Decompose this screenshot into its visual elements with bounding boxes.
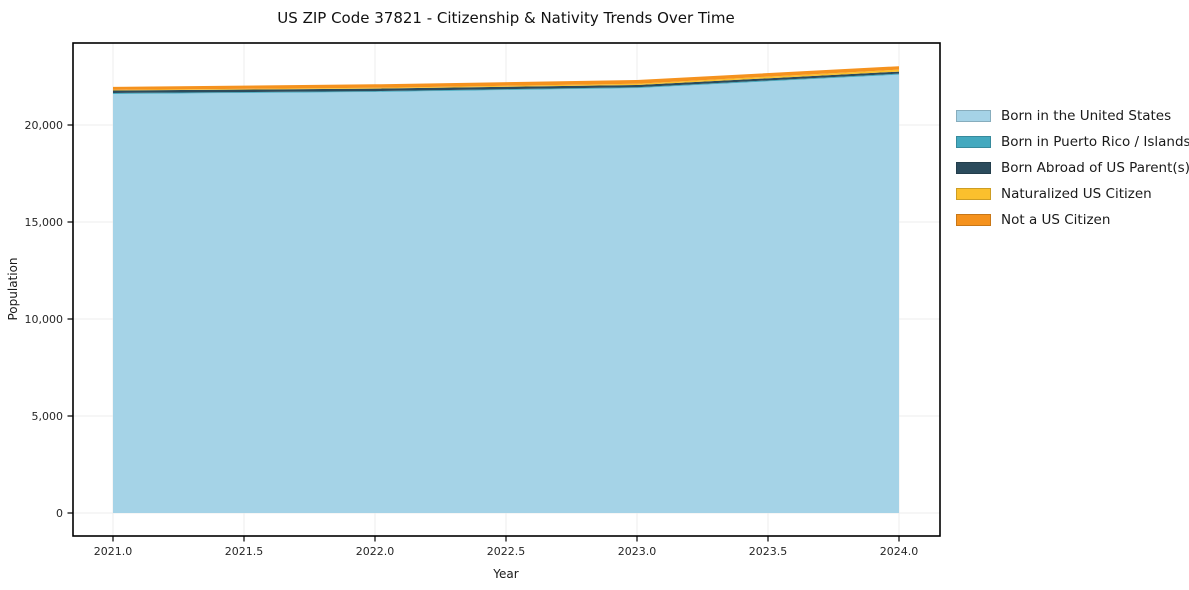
tick-layer: 2021.0 2021.5 2022.0 2022.5 2023.0 2023.5 2024… (25, 119, 919, 558)
legend-swatch (956, 162, 991, 174)
legend-label: Born in Puerto Rico / Islands (1001, 134, 1189, 150)
x-tick-label: 2021.5 (225, 545, 264, 558)
area-layer (113, 66, 899, 513)
y-tick-label: 5,000 (32, 410, 64, 423)
legend-item: Naturalized US Citizen (956, 181, 1189, 207)
y-axis-title: Population (6, 257, 20, 320)
legend-swatch (956, 136, 991, 148)
legend-label: Naturalized US Citizen (1001, 186, 1152, 202)
y-tick-label: 15,000 (25, 216, 64, 229)
area-series-naturalized-us-citizen (113, 69, 899, 91)
y-tick-label: 0 (56, 507, 63, 520)
legend-label: Not a US Citizen (1001, 212, 1111, 228)
x-tick-label: 2024.0 (880, 545, 919, 558)
legend-swatch (956, 214, 991, 226)
x-axis-title: Year (492, 567, 518, 581)
legend-label: Born Abroad of US Parent(s) (1001, 160, 1189, 176)
x-tick-label: 2022.5 (487, 545, 526, 558)
y-tick-label: 10,000 (25, 313, 64, 326)
x-tick-label: 2023.5 (749, 545, 788, 558)
legend-item: Born Abroad of US Parent(s) (956, 155, 1189, 181)
legend: Born in the United States Born in Puerto… (956, 103, 1189, 233)
x-tick-label: 2021.0 (94, 545, 133, 558)
legend-swatch (956, 110, 991, 122)
legend-label: Born in the United States (1001, 108, 1172, 124)
area-series-not-a-us-citizen (113, 66, 899, 90)
legend-item: Born in the United States (956, 103, 1189, 129)
area-series-born-in-puerto-rico-islands (113, 73, 899, 94)
legend-swatch (956, 188, 991, 200)
x-tick-label: 2022.0 (356, 545, 395, 558)
chart-title: US ZIP Code 37821 - Citizenship & Nativi… (277, 9, 734, 27)
y-tick-label: 20,000 (25, 119, 64, 132)
legend-item: Born in Puerto Rico / Islands (956, 129, 1189, 155)
area-series-born-abroad-of-us-parent-s- (113, 71, 899, 93)
legend-item: Not a US Citizen (956, 207, 1189, 233)
x-tick-label: 2023.0 (618, 545, 657, 558)
area-series-born-in-the-united-states (113, 74, 899, 513)
